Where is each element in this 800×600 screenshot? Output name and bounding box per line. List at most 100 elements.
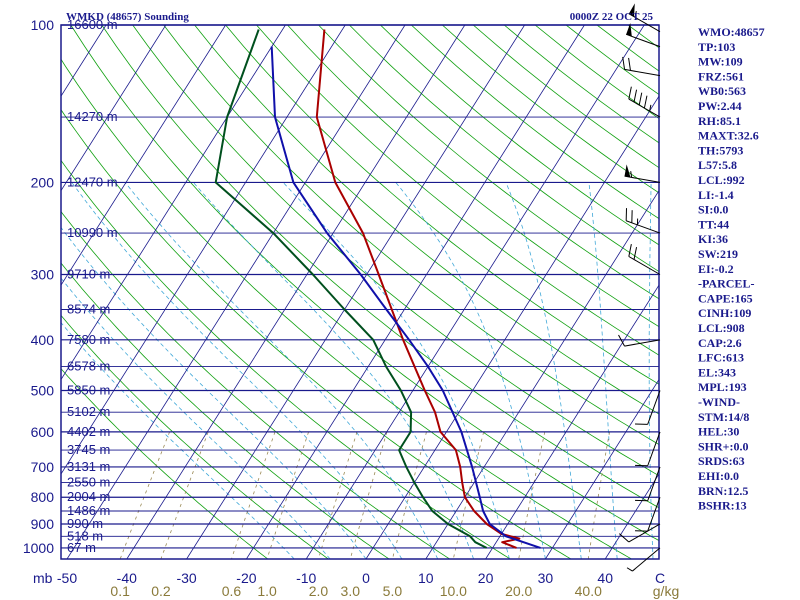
moist-adiabat xyxy=(193,182,474,559)
index-line: WMO:48657 xyxy=(698,25,765,39)
index-line: LCL:908 xyxy=(698,321,745,335)
moist-adiabat xyxy=(61,321,295,559)
dry-adiabat xyxy=(503,25,659,144)
height-label: 2550 m xyxy=(67,475,110,490)
wind-barb xyxy=(635,390,661,425)
wind-barb-flag xyxy=(643,95,648,109)
isotherm xyxy=(66,25,406,559)
wind-barb xyxy=(635,497,661,532)
index-line: SW:219 xyxy=(698,247,738,261)
stability-indices: WMO:48657TP:103MW:109FRZ:561WB0:563PW:2.… xyxy=(698,25,765,513)
pressure-label: 700 xyxy=(31,459,55,475)
index-line: WB0:563 xyxy=(698,84,746,98)
dry-adiabat xyxy=(349,25,659,273)
isotherm xyxy=(545,378,659,559)
wind-barb xyxy=(624,164,661,183)
wind-barb-staff xyxy=(647,466,661,501)
mixing-ratio-line xyxy=(318,431,358,559)
index-line: TT:44 xyxy=(698,217,729,231)
wind-barb xyxy=(628,244,661,275)
height-label: 5850 m xyxy=(67,383,110,398)
index-line: EL:343 xyxy=(698,365,736,379)
wind-barb xyxy=(626,23,661,48)
height-label: 16600 m xyxy=(67,17,118,32)
wind-barb xyxy=(628,3,661,33)
dry-adiabat xyxy=(61,109,572,559)
height-label: 5102 m xyxy=(67,404,110,419)
temperature-profile xyxy=(315,29,521,549)
dry-adiabat xyxy=(287,25,659,328)
parcel-profile xyxy=(270,46,541,549)
wind-barb-flag xyxy=(628,244,632,257)
isotherm xyxy=(246,25,585,559)
dry-adiabat xyxy=(194,25,659,415)
index-line: BRN:12.5 xyxy=(698,484,748,498)
temperature-label: -30 xyxy=(176,570,196,586)
wind-barb-staff xyxy=(647,431,661,466)
height-label: 990 m xyxy=(67,516,103,531)
isotherm xyxy=(61,25,167,192)
index-line: LI:-1.4 xyxy=(698,188,734,202)
dry-adiabat xyxy=(61,159,511,559)
moist-adiabat xyxy=(505,182,582,559)
height-label: 8574 m xyxy=(67,302,110,317)
wind-barb-staff xyxy=(628,256,661,275)
wind-barbs xyxy=(618,3,661,572)
temperature-label: 20 xyxy=(478,570,494,586)
moist-adiabat xyxy=(71,182,403,559)
index-line: SI:0.0 xyxy=(698,203,728,217)
index-line: LCL:992 xyxy=(698,173,745,187)
temperature-label: -50 xyxy=(57,570,77,586)
mixing-ratio-label: 40.0 xyxy=(575,583,602,599)
moist-adiabat xyxy=(648,182,654,559)
height-label: 1486 m xyxy=(67,503,110,518)
dry-adiabat xyxy=(565,25,659,96)
temperature-unit-label: mb xyxy=(33,570,53,586)
height-label: 6578 m xyxy=(67,359,110,374)
moist-adiabat xyxy=(588,182,618,559)
isotherm xyxy=(61,25,286,381)
index-line: CAPE:165 xyxy=(698,291,753,305)
dry-adiabat xyxy=(318,25,659,300)
index-line: EI:-0.2 xyxy=(698,262,734,276)
dry-adiabat xyxy=(380,25,659,246)
dry-adiabat xyxy=(783,25,800,559)
moist-adiabat xyxy=(61,277,331,559)
isotherm xyxy=(305,25,645,559)
wind-barb-flag xyxy=(618,334,625,347)
wind-barb xyxy=(622,56,661,77)
pressure-label: 1000 xyxy=(23,540,54,556)
index-line: RH:85.1 xyxy=(698,114,741,128)
dry-adiabat xyxy=(256,25,659,356)
dry-adiabat xyxy=(132,25,659,477)
height-label: 9710 m xyxy=(67,266,110,281)
mixing-ratio-label: 0.6 xyxy=(222,583,242,599)
dry-adiabat xyxy=(163,25,659,445)
dry-adiabat xyxy=(534,25,659,120)
mixing-ratio-label: 3.0 xyxy=(341,583,361,599)
mixing-ratio-label: 2.0 xyxy=(309,583,329,599)
wind-barb-half-flag xyxy=(626,567,633,572)
isotherm xyxy=(485,284,659,559)
height-label: 7580 m xyxy=(67,332,110,347)
isotherm xyxy=(61,25,346,475)
mixing-ratio-line xyxy=(231,431,276,559)
dry-adiabat xyxy=(225,25,659,385)
height-label: 10990 m xyxy=(67,225,118,240)
mixing-ratio-label: 1.0 xyxy=(257,583,277,599)
wind-barb-pennant xyxy=(628,3,635,17)
index-line: TH:5793 xyxy=(698,143,743,157)
height-label: 12470 m xyxy=(67,174,118,189)
index-line: STM:14/8 xyxy=(698,410,749,424)
isotherm xyxy=(425,189,659,559)
moist-adiabat xyxy=(282,182,510,559)
mixing-ratio-line xyxy=(392,431,427,559)
wind-barb-staff xyxy=(624,68,661,77)
dry-adiabat xyxy=(61,314,329,559)
isotherm xyxy=(186,25,525,559)
pressure-label: 900 xyxy=(31,516,55,532)
index-line: LFC:613 xyxy=(698,351,744,365)
mixing-ratio-label: 10.0 xyxy=(440,583,467,599)
mixing-ratio-label: 0.2 xyxy=(151,583,171,599)
